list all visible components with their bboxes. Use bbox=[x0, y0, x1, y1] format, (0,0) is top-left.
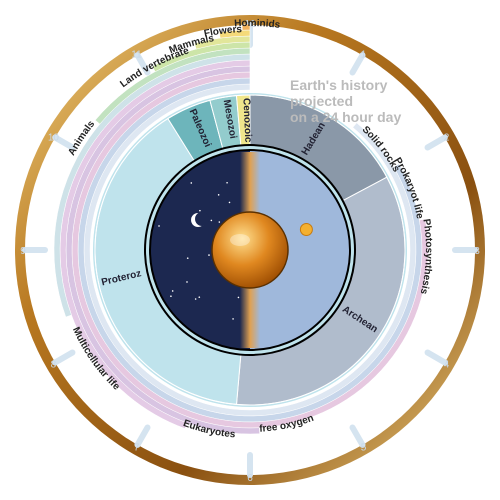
hour-number: 10 bbox=[48, 133, 60, 144]
hour-number: 5 bbox=[361, 443, 367, 454]
title-line: on a 24 hour day bbox=[290, 109, 401, 125]
hour-number: 2 bbox=[444, 133, 450, 144]
star bbox=[226, 182, 228, 184]
star bbox=[186, 281, 188, 283]
star bbox=[172, 290, 174, 292]
star bbox=[195, 298, 197, 300]
star bbox=[232, 318, 234, 320]
star bbox=[238, 297, 240, 299]
hour-number: 6 bbox=[247, 473, 253, 484]
sun-icon bbox=[300, 223, 312, 235]
star bbox=[211, 220, 213, 222]
hour-number: 4 bbox=[444, 360, 450, 371]
hour-number: 3 bbox=[474, 246, 480, 257]
star bbox=[198, 296, 200, 298]
title-line: Earth's history bbox=[290, 77, 388, 93]
hour-number: 7 bbox=[134, 443, 140, 454]
hour-number: 9 bbox=[20, 246, 26, 257]
star bbox=[158, 225, 160, 227]
star bbox=[218, 194, 220, 196]
star bbox=[199, 210, 201, 212]
event-label: Hominids bbox=[234, 18, 281, 31]
star bbox=[208, 254, 210, 256]
earth-clock-diagram: 121234567891011HadeanArcheanProterozoicP… bbox=[0, 0, 500, 500]
star bbox=[190, 182, 192, 184]
star bbox=[187, 257, 189, 259]
globe-icon bbox=[212, 212, 288, 288]
hour-number: 11 bbox=[131, 49, 142, 60]
star bbox=[229, 202, 231, 204]
star bbox=[219, 221, 221, 223]
hour-number: 8 bbox=[51, 360, 57, 371]
title-line: projected bbox=[290, 93, 353, 109]
hour-number: 1 bbox=[361, 49, 367, 60]
star bbox=[170, 295, 172, 297]
eon-label: Cenozoic bbox=[240, 98, 253, 143]
